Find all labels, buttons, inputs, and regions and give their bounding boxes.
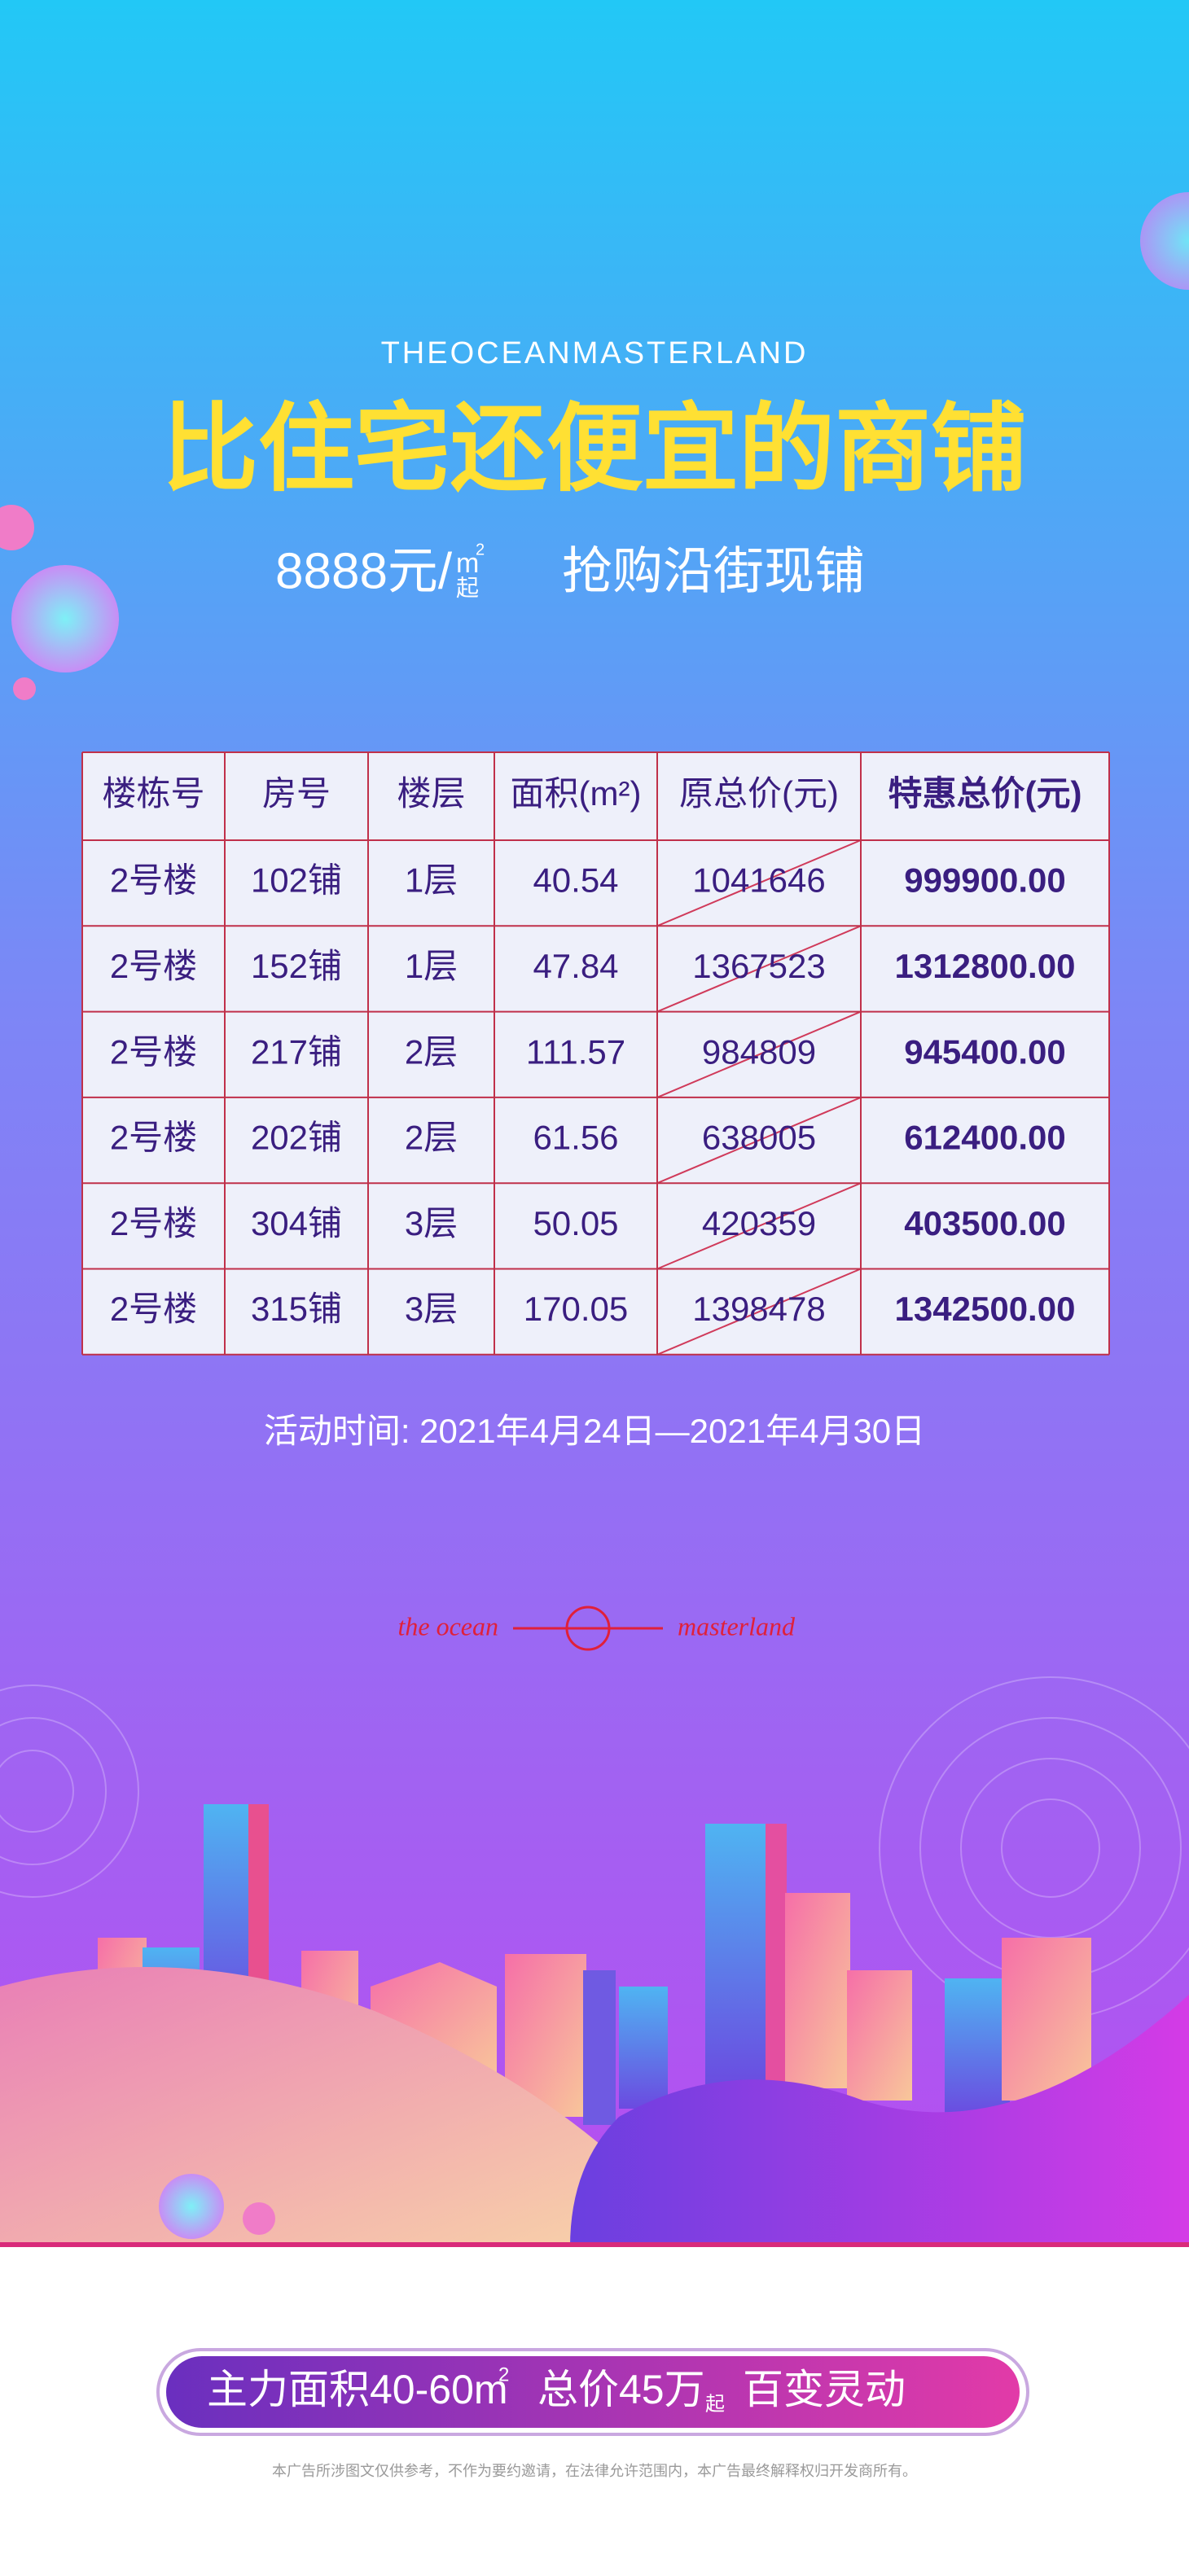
strike-line (656, 1182, 862, 1270)
banner-text: 总价45万 (537, 2367, 705, 2412)
divider (0, 2242, 1189, 2247)
banner-sup: 2 (498, 2364, 509, 2385)
banner-sub: 起 (705, 2393, 725, 2415)
table-cell: 102铺 (251, 861, 342, 900)
table-cell: 2号楼 (110, 1204, 197, 1242)
banner (166, 2356, 1020, 2428)
event-time: 活动时间: 2021年4月24日—2021年4月30日 (264, 1412, 925, 1450)
unit-sup: 2 (476, 541, 485, 559)
table-cell: 202铺 (251, 1119, 342, 1157)
table-cell: 1312800.00 (895, 947, 1076, 985)
table-cell: 170.05 (524, 1290, 628, 1328)
banner-text: 主力面积40-60m (207, 2367, 508, 2412)
table-cell: 1层 (405, 861, 458, 900)
brand-left: the ocean (398, 1611, 499, 1641)
table-cell: 3层 (405, 1204, 458, 1242)
table-cell: 999900.00 (904, 861, 1066, 900)
table-cell: 1342500.00 (895, 1290, 1076, 1328)
table-cell: 945400.00 (904, 1032, 1066, 1071)
table-cell: 2号楼 (110, 1032, 197, 1071)
table-cell: 2号楼 (110, 1290, 197, 1328)
table-cell: 1398478 (692, 1290, 826, 1328)
table-cell: 420359 (702, 1204, 816, 1242)
column-header: 房号 (262, 774, 331, 813)
table-cell: 47.84 (533, 947, 618, 985)
subtitle: 抢购沿街现铺 (562, 543, 865, 599)
table-cell: 403500.00 (904, 1204, 1066, 1242)
table-cell: 50.05 (533, 1204, 618, 1242)
table-cell: 152铺 (251, 947, 342, 985)
table-cell: 1367523 (692, 947, 826, 985)
strike-line (656, 1010, 862, 1098)
table-cell: 304铺 (251, 1204, 342, 1242)
strike-line (656, 1096, 862, 1185)
table-cell: 111.57 (526, 1032, 625, 1071)
brand-mark (513, 1606, 663, 1651)
hill (0, 1967, 700, 2247)
disclaimer: 本广告所涉图文仅供参考，不作为要约邀请，在法律允许范围内，本广告最终解释权归开发… (272, 2463, 917, 2479)
table-cell: 984809 (702, 1032, 816, 1071)
hill (570, 1995, 1189, 2247)
table-cell: 40.54 (533, 861, 618, 900)
table-cell: 612400.00 (904, 1119, 1066, 1157)
decor-ball (11, 565, 119, 672)
column-header: 特惠总价(元) (888, 774, 1082, 813)
table-cell: 1041646 (692, 861, 826, 900)
strike-line (656, 839, 862, 927)
table-cell: 217铺 (251, 1032, 342, 1071)
brand-right: masterland (678, 1611, 796, 1641)
table-cell: 2号楼 (110, 1119, 197, 1157)
table-cell: 315铺 (251, 1290, 342, 1328)
column-header: 楼栋号 (102, 774, 204, 813)
table-cell: 61.56 (533, 1119, 618, 1157)
column-header: 原总价(元) (679, 774, 839, 813)
tagline: THEOCEANMASTERLAND (381, 336, 809, 370)
price: 8888元/ (275, 543, 453, 599)
strike-line (656, 1268, 862, 1356)
decor-ball (1140, 192, 1189, 290)
table-background (82, 752, 1109, 1355)
table-cell: 2号楼 (110, 861, 197, 900)
table-cell: 638005 (702, 1119, 816, 1157)
decor-ball (0, 505, 34, 550)
table-cell: 2号楼 (110, 947, 197, 985)
column-header: 楼层 (397, 774, 465, 813)
unit-suffix: 起 (456, 575, 479, 600)
banner-text: 百变灵动 (743, 2367, 906, 2412)
table-cell: 2层 (405, 1032, 458, 1071)
table-cell: 2层 (405, 1119, 458, 1157)
unit: m (456, 548, 479, 579)
table-cell: 1层 (405, 947, 458, 985)
strike-line (656, 925, 862, 1013)
table-cell: 3层 (405, 1290, 458, 1328)
decor-ball (13, 677, 36, 700)
decor-ball (243, 2202, 275, 2235)
column-header: 面积(m²) (511, 774, 642, 813)
title: 比住宅还便宜的商铺 (162, 396, 1027, 503)
price-table: 楼栋号 房号 楼层 面积(m²) 原总价(元) 特惠总价(元) 2号楼 102铺 1层 40.54… (81, 751, 1110, 1356)
decor-ball (159, 2174, 224, 2239)
